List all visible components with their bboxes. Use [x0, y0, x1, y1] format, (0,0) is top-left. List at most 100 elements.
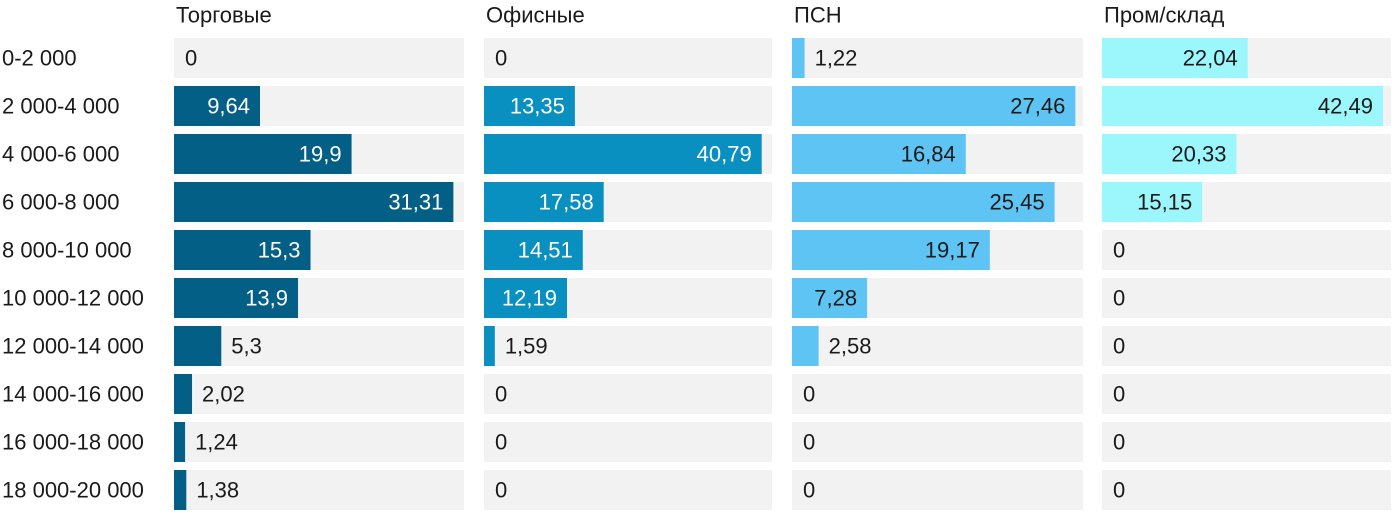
bar-track [1102, 422, 1391, 462]
data-label: 0 [495, 478, 507, 503]
data-label: 15,3 [258, 238, 301, 263]
data-label: 16,84 [901, 142, 956, 167]
category-label: 8 000-10 000 [2, 238, 132, 263]
data-label: 0 [1113, 478, 1125, 503]
bar [174, 86, 261, 126]
bar [1102, 182, 1203, 222]
data-label: 27,46 [1010, 94, 1065, 119]
bar [484, 86, 575, 126]
bar-track [1102, 374, 1391, 414]
panel-title: Пром/склад [1104, 3, 1224, 28]
bar-track [484, 326, 772, 366]
data-label: 12,19 [502, 286, 557, 311]
bar-track [792, 326, 1083, 366]
bar-track [792, 374, 1083, 414]
data-label: 1,38 [196, 478, 239, 503]
data-label: 0 [1113, 286, 1125, 311]
category-label: 6 000-8 000 [2, 190, 119, 215]
data-label: 14,51 [518, 238, 573, 263]
bar [174, 182, 454, 222]
category-label: 14 000-16 000 [2, 382, 144, 407]
bar-track [174, 326, 464, 366]
bar [792, 278, 868, 318]
panel-title: Торговые [176, 3, 272, 28]
bar-track [484, 38, 772, 78]
bar-track [174, 38, 464, 78]
data-label: 17,58 [539, 190, 594, 215]
bar [484, 326, 495, 366]
bar [792, 38, 805, 78]
data-label: 0 [495, 46, 507, 71]
data-label: 22,04 [1183, 46, 1238, 71]
category-label: 2 000-4 000 [2, 94, 119, 119]
bar-track [484, 470, 772, 510]
bar [792, 86, 1076, 126]
bar-track [1102, 230, 1391, 270]
data-label: 0 [1113, 334, 1125, 359]
bar-track [1102, 470, 1391, 510]
bar-track [1102, 278, 1391, 318]
data-label: 1,59 [505, 334, 548, 359]
category-label: 0-2 000 [2, 46, 77, 71]
bar [174, 470, 187, 510]
category-label: 18 000-20 000 [2, 478, 144, 503]
data-label: 2,58 [829, 334, 872, 359]
bar [174, 326, 222, 366]
bar-track [1102, 326, 1391, 366]
bar [792, 326, 819, 366]
category-label: 16 000-18 000 [2, 430, 144, 455]
bar-track [174, 422, 464, 462]
bar [1102, 38, 1248, 78]
bar-track [792, 38, 1083, 78]
data-label: 0 [1113, 430, 1125, 455]
bar [484, 182, 604, 222]
data-label: 7,28 [814, 286, 857, 311]
bar [792, 182, 1055, 222]
bar [174, 230, 311, 270]
bar [1102, 134, 1237, 174]
bar [174, 422, 186, 462]
category-label: 10 000-12 000 [2, 286, 144, 311]
bar [1102, 86, 1383, 126]
bar-track [792, 422, 1083, 462]
data-label: 19,9 [299, 142, 342, 167]
data-label: 13,9 [245, 286, 288, 311]
data-label: 0 [803, 478, 815, 503]
bar [174, 374, 193, 414]
category-label: 12 000-14 000 [2, 334, 144, 359]
data-label: 0 [803, 430, 815, 455]
data-label: 0 [495, 382, 507, 407]
bar-track [484, 374, 772, 414]
data-label: 1,24 [195, 430, 238, 455]
data-label: 20,33 [1171, 142, 1226, 167]
bar [792, 230, 990, 270]
data-label: 40,79 [697, 142, 752, 167]
bar [174, 134, 352, 174]
data-label: 25,45 [990, 190, 1045, 215]
data-label: 0 [803, 382, 815, 407]
data-label: 15,15 [1137, 190, 1192, 215]
data-label: 9,64 [207, 94, 250, 119]
bar [484, 230, 583, 270]
bar [792, 134, 966, 174]
bar-track [174, 470, 464, 510]
bar-track [174, 374, 464, 414]
data-label: 0 [185, 46, 197, 71]
category-label: 4 000-6 000 [2, 142, 119, 167]
data-label: 2,02 [202, 382, 245, 407]
data-label: 5,3 [231, 334, 262, 359]
data-label: 31,31 [388, 190, 443, 215]
bar [484, 134, 762, 174]
bar [484, 278, 567, 318]
bar-track [792, 470, 1083, 510]
data-label: 19,17 [925, 238, 980, 263]
data-label: 42,49 [1318, 94, 1373, 119]
panel-title: ПСН [794, 3, 842, 28]
bar [174, 278, 299, 318]
data-label: 1,22 [815, 46, 858, 71]
bar-track [484, 422, 772, 462]
data-label: 0 [495, 430, 507, 455]
data-label: 0 [1113, 238, 1125, 263]
